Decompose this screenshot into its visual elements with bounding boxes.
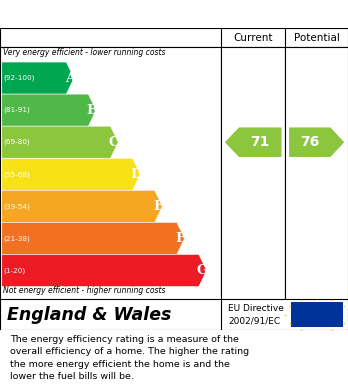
Polygon shape <box>2 158 140 190</box>
Text: A: A <box>65 72 75 84</box>
Text: (55-68): (55-68) <box>3 171 30 178</box>
Polygon shape <box>2 222 184 255</box>
Text: (39-54): (39-54) <box>3 203 30 210</box>
Text: Very energy efficient - lower running costs: Very energy efficient - lower running co… <box>3 48 166 57</box>
Text: 76: 76 <box>300 135 319 149</box>
Text: (81-91): (81-91) <box>3 107 30 113</box>
Text: England & Wales: England & Wales <box>7 306 171 324</box>
Text: Current: Current <box>234 32 273 43</box>
Polygon shape <box>2 126 118 158</box>
Text: (21-38): (21-38) <box>3 235 30 242</box>
Text: Energy Efficiency Rating: Energy Efficiency Rating <box>9 7 211 22</box>
Text: (1-20): (1-20) <box>3 267 25 274</box>
Text: EU Directive
2002/91/EC: EU Directive 2002/91/EC <box>228 304 284 325</box>
Text: 71: 71 <box>251 135 270 149</box>
Text: Potential: Potential <box>294 32 340 43</box>
Polygon shape <box>2 62 74 94</box>
Polygon shape <box>225 127 282 157</box>
Bar <box>291 302 343 327</box>
Text: D: D <box>130 168 142 181</box>
Text: F: F <box>176 232 185 245</box>
Polygon shape <box>2 255 207 287</box>
Text: B: B <box>86 104 97 117</box>
Text: (69-80): (69-80) <box>3 139 30 145</box>
Text: The energy efficiency rating is a measure of the
overall efficiency of a home. T: The energy efficiency rating is a measur… <box>10 335 250 381</box>
Polygon shape <box>289 127 344 157</box>
Text: E: E <box>153 200 163 213</box>
Text: Not energy efficient - higher running costs: Not energy efficient - higher running co… <box>3 287 166 296</box>
Polygon shape <box>2 94 96 126</box>
Text: C: C <box>109 136 119 149</box>
Text: G: G <box>197 264 208 277</box>
Polygon shape <box>2 190 163 222</box>
Text: (92-100): (92-100) <box>3 75 35 81</box>
